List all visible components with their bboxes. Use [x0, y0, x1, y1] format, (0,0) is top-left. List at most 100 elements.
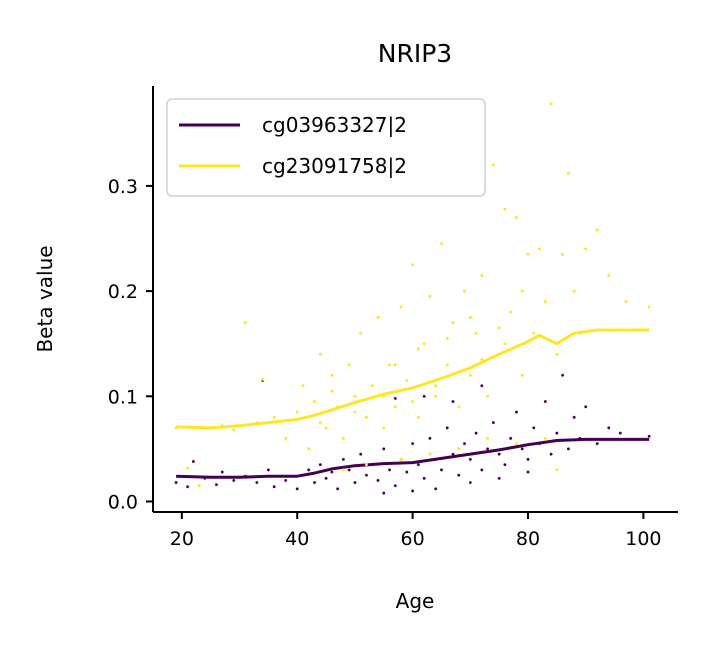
- scatter-point: [330, 389, 334, 393]
- scatter-point: [393, 396, 398, 401]
- scatter-point: [422, 342, 426, 346]
- scatter-point: [560, 373, 565, 378]
- scatter-point: [399, 305, 403, 309]
- x-tick-label: 40: [285, 528, 309, 550]
- scatter-point: [272, 415, 276, 419]
- x-tick-label: 100: [625, 528, 661, 550]
- scatter-point: [595, 228, 599, 232]
- scatter-point: [491, 420, 496, 425]
- scatter-point: [468, 373, 472, 377]
- scatter-point: [422, 394, 427, 399]
- scatter-point: [318, 421, 322, 425]
- scatter-point: [174, 480, 179, 485]
- scatter-point: [543, 300, 547, 304]
- scatter-point: [520, 446, 525, 451]
- scatter-point: [474, 431, 479, 436]
- scatter-point: [335, 486, 340, 491]
- scatter-point: [526, 457, 530, 462]
- scatter-point: [284, 436, 288, 440]
- scatter-point: [324, 426, 328, 430]
- scatter-point: [584, 247, 588, 251]
- legend-box: [166, 98, 486, 197]
- scatter-point: [329, 470, 334, 474]
- scatter-point: [428, 452, 432, 456]
- scatter-point: [376, 315, 380, 319]
- scatter-point: [185, 484, 190, 489]
- scatter-point: [566, 171, 570, 175]
- legend-label-series-0: cg03963327|2: [262, 113, 407, 137]
- scatter-point: [364, 415, 368, 419]
- scatter-point: [434, 394, 438, 398]
- scatter-point: [514, 215, 518, 219]
- scatter-point: [433, 486, 438, 491]
- scatter-point: [313, 400, 317, 404]
- scatter-point: [514, 410, 519, 415]
- scatter-point: [445, 363, 449, 367]
- y-tick-label: 0.1: [108, 386, 138, 408]
- scatter-point: [370, 384, 374, 388]
- scatter-point: [618, 431, 623, 436]
- scatter-point: [359, 331, 363, 335]
- scatter-point: [399, 457, 403, 461]
- trend-line: [176, 328, 650, 430]
- scatter-point: [393, 405, 397, 409]
- scatter-point: [358, 452, 363, 457]
- scatter-point: [497, 452, 502, 457]
- scatter-point: [376, 478, 380, 483]
- scatter-point: [445, 425, 450, 430]
- scatter-point: [439, 242, 443, 246]
- scatter-point: [324, 476, 329, 481]
- scatter-point: [422, 476, 427, 481]
- scatter-point: [197, 484, 201, 488]
- scatter-point: [341, 457, 346, 462]
- scatter-point: [393, 363, 397, 367]
- scatter-point: [514, 442, 518, 446]
- series-1: [174, 102, 651, 488]
- scatter-point: [261, 377, 265, 381]
- scatter-point: [486, 436, 490, 440]
- scatter-point: [405, 379, 409, 383]
- scatter-point: [186, 466, 190, 470]
- scatter-point: [341, 468, 345, 472]
- scatter-point: [491, 163, 495, 167]
- scatter-point: [312, 480, 317, 485]
- scatter-point: [566, 446, 571, 451]
- scatter-point: [554, 431, 559, 436]
- scatter-point: [353, 394, 357, 398]
- scatter-point: [486, 394, 490, 398]
- x-axis-label: Age: [396, 589, 435, 613]
- scatter-point: [266, 467, 271, 472]
- y-tick-label: 0.0: [108, 491, 138, 513]
- scatter-point: [387, 467, 392, 472]
- legend: cg03963327|2 cg23091758|2: [166, 98, 486, 197]
- y-tick-label: 0.2: [108, 281, 138, 303]
- x-ticks: 20 40 60 80 100: [170, 512, 662, 550]
- scatter-point: [543, 399, 548, 404]
- scatter-point: [381, 491, 386, 496]
- scatter-point: [416, 415, 420, 419]
- scatter-point: [434, 384, 438, 388]
- scatter-point: [468, 315, 472, 319]
- scatter-point: [526, 252, 530, 256]
- scatter-point: [272, 484, 277, 489]
- plot-area: [174, 102, 652, 496]
- scatter-point: [468, 457, 473, 462]
- y-ticks: 0.0 0.1 0.2 0.3: [108, 176, 153, 513]
- scatter-point: [549, 452, 554, 457]
- scatter-point: [451, 321, 455, 325]
- scatter-point: [231, 478, 236, 483]
- scatter-point: [232, 428, 236, 432]
- scatter-point: [306, 467, 311, 472]
- scatter-point: [561, 252, 565, 256]
- scatter-point: [497, 476, 502, 481]
- scatter-point: [301, 384, 305, 388]
- scatter-point: [520, 373, 524, 377]
- scatter-point: [416, 462, 421, 467]
- scatter-point: [607, 273, 611, 277]
- scatter-point: [502, 462, 507, 467]
- scatter-point: [508, 436, 513, 441]
- scatter-point: [503, 207, 507, 211]
- scatter-point: [543, 436, 547, 440]
- scatter-point: [572, 415, 577, 420]
